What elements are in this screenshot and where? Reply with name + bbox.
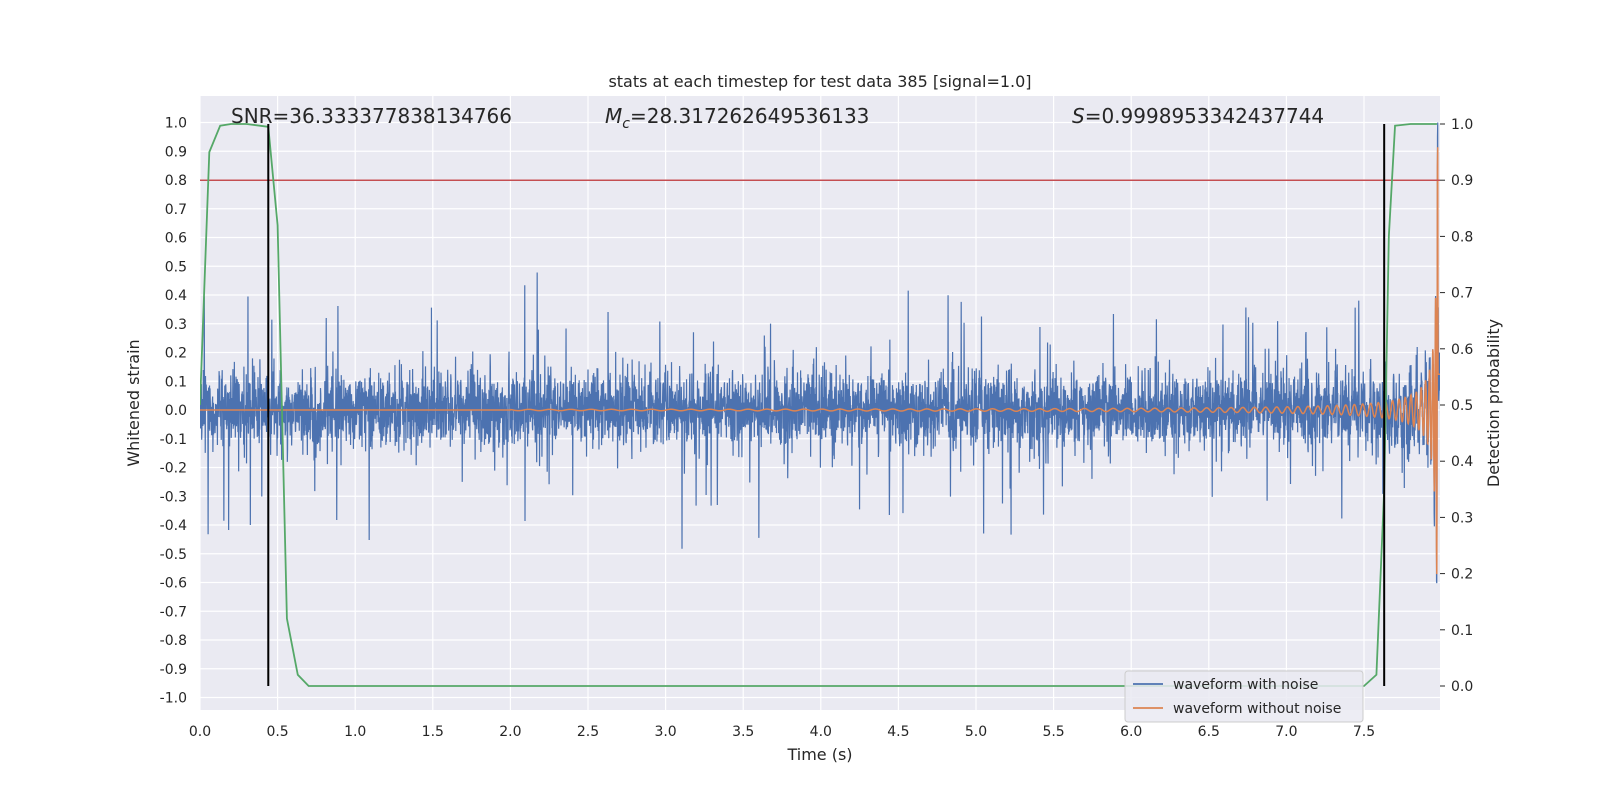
y-axis-right: 0.0 0.1 0.2 0.3 0.4 0.5 0.6 0.7 0.8 0.9 1.0 [1440,117,1473,695]
legend-label-noise: waveform with noise [1173,677,1318,693]
y-right-tick-label: 0.3 [1451,510,1473,526]
y-axis-left-label: Whitened strain [124,339,143,466]
y-axis-right-label: Detection probability [1484,319,1503,487]
y-axis-left: 1.0 0.9 0.8 0.7 0.6 0.5 0.4 0.3 0.2 0.1 0.0 -0.1 -0.… [160,116,187,707]
y-left-tick-label: 0.2 [165,346,187,362]
y-right-tick-label: 0.1 [1451,623,1473,639]
y-right-tick-label: 0.9 [1451,173,1473,189]
x-tick-label: 6.5 [1198,724,1220,740]
x-tick-label: 1.0 [344,724,366,740]
y-left-tick-label: -0.5 [160,547,187,563]
y-left-tick-label: 0.5 [165,259,187,275]
x-tick-label: 4.0 [810,724,832,740]
x-tick-label: 1.5 [422,724,444,740]
y-right-tick-label: 0.7 [1451,286,1473,302]
y-left-tick-label: 0.3 [165,317,187,333]
x-tick-label: 0.5 [266,724,288,740]
legend-label-clean: waveform without noise [1173,701,1341,717]
y-right-tick-label: 0.4 [1451,454,1473,470]
x-tick-label: 2.5 [577,724,599,740]
y-right-tick-label: 0.5 [1451,398,1473,414]
y-left-tick-label: -0.4 [160,518,187,534]
legend: waveform with noise waveform without noi… [1124,670,1364,723]
y-left-tick-label: 0.9 [165,144,187,160]
x-axis: 0.0 0.5 1.0 1.5 2.0 2.5 3.0 3.5 4.0 4.5 5.0 5.5 6.0 6… [189,724,1375,740]
y-left-tick-label: 0.4 [165,288,187,304]
y-left-tick-label: 0.0 [165,403,187,419]
y-left-tick-label: 0.6 [165,231,187,247]
y-left-tick-label: -0.2 [160,461,187,477]
x-axis-label: Time (s) [786,745,852,764]
series-clean-waveform [200,147,1440,575]
y-left-tick-label: 0.1 [165,374,187,390]
x-tick-label: 3.0 [654,724,676,740]
plot-content [200,122,1440,687]
x-tick-label: 6.0 [1120,724,1142,740]
series-layer [200,122,1440,687]
y-right-tick-label: 0.6 [1451,342,1473,358]
legend-box [1124,670,1364,723]
y-right-tick-label: 0.2 [1451,567,1473,583]
y-left-tick-label: -0.8 [160,633,187,649]
y-left-tick-label: -0.7 [160,604,187,620]
chart-title: stats at each timestep for test data 385… [608,72,1031,91]
y-left-tick-label: -0.6 [160,576,187,592]
x-tick-label: 4.5 [887,724,909,740]
y-left-tick-label: 0.8 [165,173,187,189]
x-tick-label: 5.5 [1042,724,1064,740]
x-tick-label: 3.5 [732,724,754,740]
y-right-tick-label: 0.0 [1451,679,1473,695]
x-tick-label: 0.0 [189,724,211,740]
x-tick-label: 7.5 [1353,724,1375,740]
series-noisy-waveform [200,122,1440,584]
chirp-mass-annotation: Mc=28.317262649536133 [605,104,869,132]
snr-annotation: SNR=36.333377838134766 [231,104,512,128]
y-right-tick-label: 1.0 [1451,117,1473,133]
y-left-tick-label: 1.0 [165,116,187,132]
score-annotation: S=0.9998953342437744 [1072,104,1324,128]
x-tick-label: 2.0 [499,724,521,740]
y-left-tick-label: -0.9 [160,662,187,678]
y-left-tick-label: -0.1 [160,432,187,448]
y-left-tick-label: -1.0 [160,691,187,707]
y-left-tick-label: -0.3 [160,489,187,505]
x-tick-label: 5.0 [965,724,987,740]
y-left-tick-label: 0.7 [165,202,187,218]
x-tick-label: 7.0 [1275,724,1297,740]
y-right-tick-label: 0.8 [1451,229,1473,245]
